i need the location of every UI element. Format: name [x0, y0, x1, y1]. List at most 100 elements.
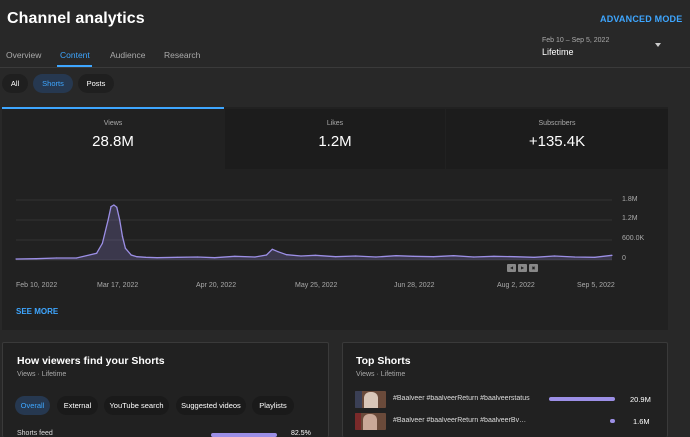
data-point — [533, 256, 535, 258]
selected-metric-indicator — [2, 107, 224, 109]
data-point — [286, 254, 288, 256]
short-thumbnail[interactable] — [355, 391, 386, 408]
x-tick-label: Aug 2, 2022 — [497, 282, 535, 289]
short-views-bar — [610, 419, 615, 423]
metric-value: 1.2M — [318, 133, 352, 150]
data-point — [277, 251, 279, 253]
data-point — [101, 242, 103, 244]
traffic-chip-external[interactable]: External — [57, 396, 98, 415]
x-tick-label: Sep 5, 2022 — [577, 282, 615, 289]
data-point — [355, 255, 357, 257]
header-divider — [0, 67, 690, 68]
short-views-value: 1.6M — [633, 417, 650, 426]
data-point — [594, 256, 596, 258]
data-point — [130, 254, 132, 256]
short-views-value: 20.9M — [630, 395, 651, 404]
traffic-chip-playlists[interactable]: Playlists — [252, 396, 294, 415]
panel-title: How viewers find your Shorts — [17, 355, 165, 367]
data-point — [156, 257, 158, 259]
metric-label: Likes — [326, 120, 344, 127]
data-point — [116, 206, 118, 208]
data-point — [55, 257, 57, 259]
y-tick-label: 0 — [622, 255, 626, 262]
traffic-chip-suggested-videos[interactable]: Suggested videos — [176, 396, 246, 415]
data-point — [513, 256, 515, 258]
data-point — [96, 252, 98, 254]
x-tick-label: Feb 10, 2022 — [16, 282, 58, 289]
y-tick-label: 1.2M — [622, 215, 638, 222]
metric-likes[interactable]: Likes 1.2M — [225, 109, 445, 169]
data-point — [611, 254, 613, 256]
traffic-row-label: Shorts feed — [17, 430, 53, 437]
data-point — [314, 254, 317, 256]
traffic-source-panel: How viewers find your Shorts Views · Lif… — [2, 342, 329, 437]
metric-subscribers[interactable]: Subscribers +135.4K — [446, 109, 668, 169]
x-tick-label: Jun 28, 2022 — [394, 282, 435, 289]
panel-subtitle: Views · Lifetime — [17, 371, 67, 378]
data-point — [35, 258, 37, 260]
data-point — [271, 248, 273, 250]
data-point — [113, 204, 115, 206]
short-title[interactable]: #Baalveer #baalveerReturn #baalveerBvRet… — [393, 417, 531, 424]
data-point — [75, 257, 78, 259]
tab-research[interactable]: Research — [164, 50, 201, 60]
short-views-bar — [549, 397, 615, 401]
see-more-link[interactable]: SEE MORE — [16, 307, 59, 316]
filter-chip-posts[interactable]: Posts — [78, 74, 114, 93]
chevron-down-icon[interactable] — [655, 43, 661, 47]
data-point — [119, 219, 121, 221]
short-title[interactable]: #Baalveer #baalveerReturn #baalveerstatu… — [393, 395, 530, 402]
metric-value: 28.8M — [92, 133, 134, 150]
panel-title: Top Shorts — [356, 355, 411, 367]
chart-prev-button[interactable]: ◀ — [507, 264, 516, 272]
data-point — [254, 256, 256, 258]
x-tick-label: Apr 20, 2022 — [196, 282, 237, 289]
x-tick-label: May 25, 2022 — [295, 282, 338, 289]
short-thumbnail[interactable] — [355, 413, 386, 430]
data-point — [473, 256, 475, 258]
data-point — [15, 258, 17, 260]
chart-grid — [16, 199, 612, 261]
y-tick-label: 600.0K — [622, 235, 645, 242]
advanced-mode-button[interactable]: ADVANCED MODE — [600, 14, 683, 24]
data-point — [300, 255, 302, 257]
data-point — [136, 256, 138, 258]
y-tick-label: 1.8M — [622, 196, 638, 203]
data-point — [121, 236, 124, 238]
tab-audience[interactable]: Audience — [110, 50, 146, 60]
data-point — [214, 257, 216, 259]
data-point — [334, 256, 337, 258]
chart-annotations-button[interactable]: ▣ — [529, 264, 538, 272]
chart-points — [15, 204, 613, 260]
data-point — [144, 256, 147, 258]
metric-value: +135.4K — [528, 133, 586, 150]
data-point — [375, 256, 377, 258]
metric-views[interactable]: Views 28.8M — [2, 109, 224, 169]
panel-subtitle: Views · Lifetime — [356, 371, 406, 378]
traffic-chip-youtube-search[interactable]: YouTube search — [104, 396, 169, 415]
metric-label: Subscribers — [538, 120, 576, 127]
traffic-chip-overall[interactable]: Overall — [15, 396, 50, 415]
data-point — [234, 255, 236, 257]
data-point — [107, 219, 109, 221]
active-tab-indicator — [57, 65, 92, 67]
chart-next-button[interactable]: ▶ — [518, 264, 527, 272]
data-point — [395, 255, 397, 257]
traffic-row-value: 82.5% — [291, 430, 311, 437]
views-chart[interactable] — [0, 190, 690, 270]
data-point — [432, 256, 435, 258]
data-point — [493, 255, 495, 257]
date-range-text: Feb 10 – Sep 5, 2022 — [542, 37, 610, 44]
page-title: Channel analytics — [7, 10, 145, 27]
filter-chip-shorts[interactable]: Shorts — [33, 74, 73, 93]
data-point — [196, 256, 198, 258]
tab-content[interactable]: Content — [60, 50, 90, 60]
data-point — [553, 255, 556, 257]
filter-chip-all[interactable]: All — [2, 74, 28, 93]
data-point — [265, 254, 268, 256]
date-period-text: Lifetime — [542, 47, 574, 57]
data-point — [124, 247, 127, 249]
data-point — [453, 255, 455, 257]
tab-overview[interactable]: Overview — [6, 50, 42, 60]
data-point — [176, 256, 178, 258]
